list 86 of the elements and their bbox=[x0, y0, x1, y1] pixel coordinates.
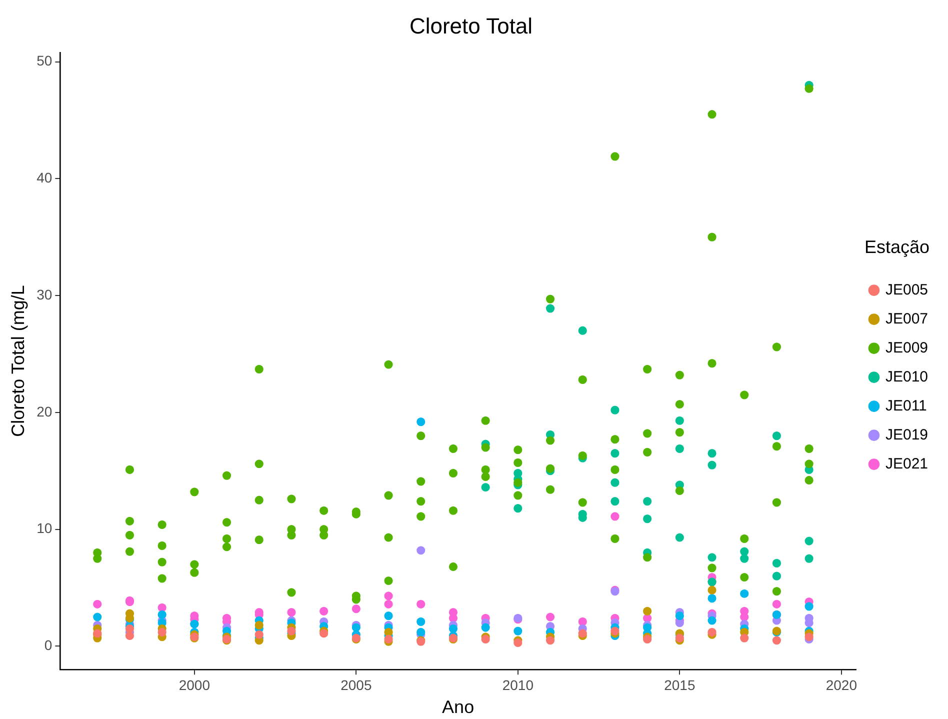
y-tick-label: 0 bbox=[44, 637, 52, 654]
point bbox=[675, 444, 684, 453]
legend-label: JE005 bbox=[885, 281, 928, 298]
point bbox=[287, 608, 296, 617]
y-tick-label: 30 bbox=[36, 286, 52, 302]
point bbox=[384, 592, 393, 600]
point bbox=[708, 460, 716, 470]
y-axis-title: Cloreto Total (mg/L bbox=[8, 285, 28, 437]
point bbox=[643, 606, 652, 616]
point bbox=[610, 496, 620, 506]
point bbox=[481, 482, 490, 492]
point bbox=[448, 624, 458, 633]
point bbox=[643, 514, 652, 524]
point bbox=[93, 600, 102, 608]
point bbox=[254, 630, 264, 639]
point bbox=[158, 610, 166, 619]
point bbox=[481, 623, 490, 632]
point bbox=[416, 600, 426, 608]
point bbox=[675, 612, 684, 620]
point bbox=[481, 634, 490, 644]
point bbox=[610, 406, 620, 414]
point bbox=[158, 628, 166, 636]
point bbox=[320, 629, 328, 638]
legend-label: JE011 bbox=[885, 397, 927, 414]
y-tick-label: 50 bbox=[36, 52, 52, 69]
legend-label: JE019 bbox=[885, 426, 928, 444]
x-axis-title: Ano bbox=[442, 697, 474, 718]
point bbox=[740, 554, 749, 563]
point bbox=[254, 620, 264, 630]
chart-title: Cloreto Total bbox=[409, 13, 533, 38]
point bbox=[384, 600, 393, 608]
point bbox=[675, 533, 684, 542]
y-tick-label: 20 bbox=[36, 403, 52, 420]
legend-label: JE007 bbox=[885, 310, 928, 328]
point bbox=[708, 586, 716, 594]
y-tick-label: 10 bbox=[36, 520, 52, 536]
point bbox=[804, 536, 814, 546]
legend-title: Estação bbox=[864, 237, 930, 258]
point bbox=[708, 594, 716, 603]
x-tick-label: 2010 bbox=[502, 676, 534, 693]
point bbox=[772, 432, 782, 440]
point bbox=[675, 634, 684, 642]
point bbox=[320, 606, 328, 616]
point bbox=[352, 604, 360, 614]
x-tick-label: 2005 bbox=[340, 676, 372, 693]
point bbox=[675, 416, 684, 425]
point bbox=[514, 638, 522, 648]
legend-label: JE021 bbox=[885, 455, 928, 472]
point bbox=[772, 636, 782, 645]
point bbox=[772, 572, 782, 580]
y-tick-label: 40 bbox=[36, 170, 52, 186]
point bbox=[740, 589, 749, 598]
point bbox=[708, 616, 716, 625]
point bbox=[287, 626, 296, 636]
point bbox=[610, 449, 620, 458]
point bbox=[546, 612, 555, 622]
point bbox=[416, 417, 426, 426]
point bbox=[610, 478, 620, 487]
point bbox=[708, 553, 716, 562]
x-tick-label: 2020 bbox=[826, 676, 858, 693]
point bbox=[804, 554, 814, 563]
point bbox=[772, 558, 782, 568]
legend-label: JE009 bbox=[885, 339, 928, 356]
point bbox=[804, 602, 814, 611]
point bbox=[610, 626, 620, 636]
x-tick-label: 2015 bbox=[664, 676, 696, 693]
point bbox=[546, 636, 555, 645]
point bbox=[416, 546, 426, 555]
point bbox=[546, 304, 555, 313]
x-tick-label: 2000 bbox=[178, 676, 210, 693]
point bbox=[578, 326, 587, 335]
legend-label: JE010 bbox=[885, 368, 928, 386]
point bbox=[416, 617, 426, 626]
point bbox=[708, 628, 716, 636]
point bbox=[643, 496, 652, 506]
point bbox=[772, 600, 782, 608]
point bbox=[643, 634, 652, 644]
point bbox=[416, 628, 426, 636]
point bbox=[610, 512, 620, 521]
point bbox=[675, 618, 684, 628]
point bbox=[514, 626, 522, 636]
point bbox=[708, 449, 716, 458]
point bbox=[740, 634, 749, 642]
point bbox=[514, 504, 522, 513]
point bbox=[93, 612, 102, 622]
point bbox=[384, 612, 393, 620]
